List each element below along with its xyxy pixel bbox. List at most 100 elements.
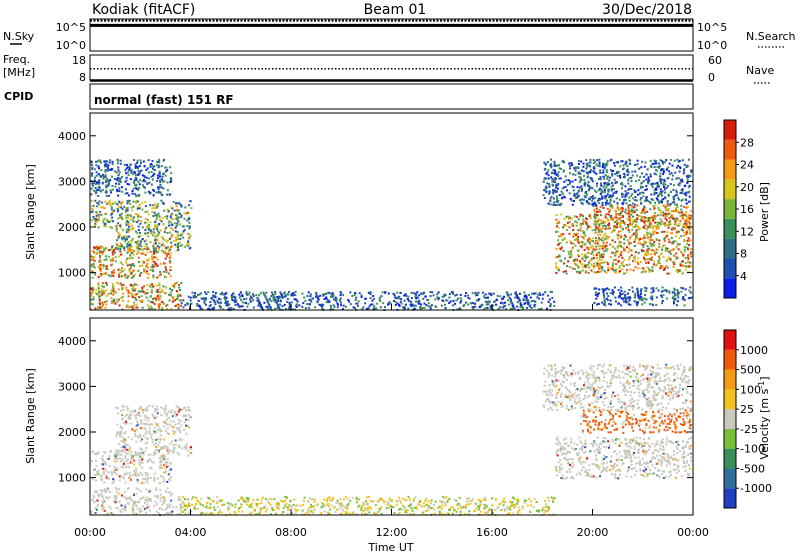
range-cell xyxy=(119,179,121,181)
range-cell xyxy=(152,165,155,168)
range-cell xyxy=(99,263,102,266)
range-cell xyxy=(180,505,182,508)
range-cell xyxy=(671,178,674,181)
range-cell xyxy=(562,169,565,172)
range-cell xyxy=(132,269,135,272)
range-cell xyxy=(130,224,133,227)
range-cell xyxy=(126,264,129,267)
range-cell xyxy=(634,258,636,261)
range-cell xyxy=(109,179,112,182)
range-cell xyxy=(600,222,603,225)
range-cell xyxy=(108,496,111,499)
range-cell xyxy=(118,435,121,438)
range-cell xyxy=(176,219,179,222)
range-cell xyxy=(608,224,611,227)
range-cell xyxy=(178,223,181,226)
range-cell xyxy=(659,218,662,221)
range-cell xyxy=(628,243,631,246)
range-cell xyxy=(650,166,653,169)
range-cell xyxy=(121,190,124,193)
range-cell xyxy=(653,159,656,162)
range-cell xyxy=(134,176,137,179)
range-cell xyxy=(676,158,679,161)
range-cell xyxy=(356,305,359,307)
range-cell xyxy=(613,188,616,191)
range-cell xyxy=(622,228,624,231)
range-cell xyxy=(90,193,93,196)
range-cell xyxy=(120,181,122,184)
range-cell xyxy=(365,307,368,310)
range-cell xyxy=(175,415,178,418)
range-cell xyxy=(614,251,617,254)
range-cell xyxy=(588,259,591,262)
range-cell xyxy=(594,202,597,205)
range-cell xyxy=(93,501,95,504)
range-cell xyxy=(639,292,642,295)
range-cell xyxy=(616,226,619,229)
range-cell xyxy=(295,298,298,301)
range-cell xyxy=(132,296,135,299)
range-cell xyxy=(593,271,596,274)
range-cell xyxy=(644,259,647,262)
range-cell xyxy=(626,218,629,221)
range-cell xyxy=(146,409,149,412)
range-cell xyxy=(429,306,432,309)
range-cell xyxy=(189,302,192,305)
range-cell xyxy=(599,238,602,241)
range-cell xyxy=(578,272,581,274)
range-cell xyxy=(157,429,159,432)
range-cell xyxy=(134,410,137,413)
range-cell xyxy=(425,304,428,307)
range-cell xyxy=(650,258,653,261)
range-cell xyxy=(676,300,679,303)
range-cell xyxy=(599,171,602,174)
range-cell xyxy=(623,249,626,252)
range-cell xyxy=(166,252,168,255)
range-cell xyxy=(598,199,601,201)
range-cell xyxy=(281,296,284,299)
range-cell xyxy=(166,255,169,257)
range-cell xyxy=(178,284,180,286)
range-cell xyxy=(643,240,646,243)
range-cell xyxy=(614,182,617,185)
range-cell xyxy=(674,297,677,300)
range-cell xyxy=(147,231,149,234)
range-cell xyxy=(668,170,671,173)
range-cell xyxy=(258,303,261,306)
range-cell xyxy=(143,270,146,273)
range-cell xyxy=(562,170,565,173)
power-ytick-label: 3000 xyxy=(58,175,86,188)
range-cell xyxy=(96,202,99,204)
range-cell xyxy=(551,172,553,175)
range-cell xyxy=(149,204,152,207)
range-cell xyxy=(587,189,590,192)
range-cell xyxy=(685,199,688,202)
range-cell xyxy=(653,250,656,253)
range-cell xyxy=(280,293,283,296)
range-cell xyxy=(601,301,603,304)
range-cell xyxy=(119,244,122,247)
range-cell xyxy=(561,196,564,199)
range-cell xyxy=(112,292,115,295)
range-cell xyxy=(127,194,130,197)
range-cell xyxy=(673,217,676,220)
range-cell xyxy=(643,242,646,245)
range-cell xyxy=(107,184,110,187)
range-cell xyxy=(223,293,226,296)
range-cell xyxy=(127,173,130,176)
range-cell xyxy=(641,237,644,240)
range-cell xyxy=(689,232,692,235)
range-cell xyxy=(602,225,604,227)
range-cell xyxy=(171,415,174,418)
range-cell xyxy=(116,449,119,452)
range-cell xyxy=(639,289,642,292)
range-cell xyxy=(658,258,661,261)
range-cell xyxy=(153,479,156,482)
range-cell xyxy=(645,290,648,292)
range-cell xyxy=(464,301,467,304)
range-cell xyxy=(171,218,174,221)
range-cell xyxy=(493,300,496,303)
range-cell xyxy=(632,225,635,228)
range-cell xyxy=(167,250,170,253)
